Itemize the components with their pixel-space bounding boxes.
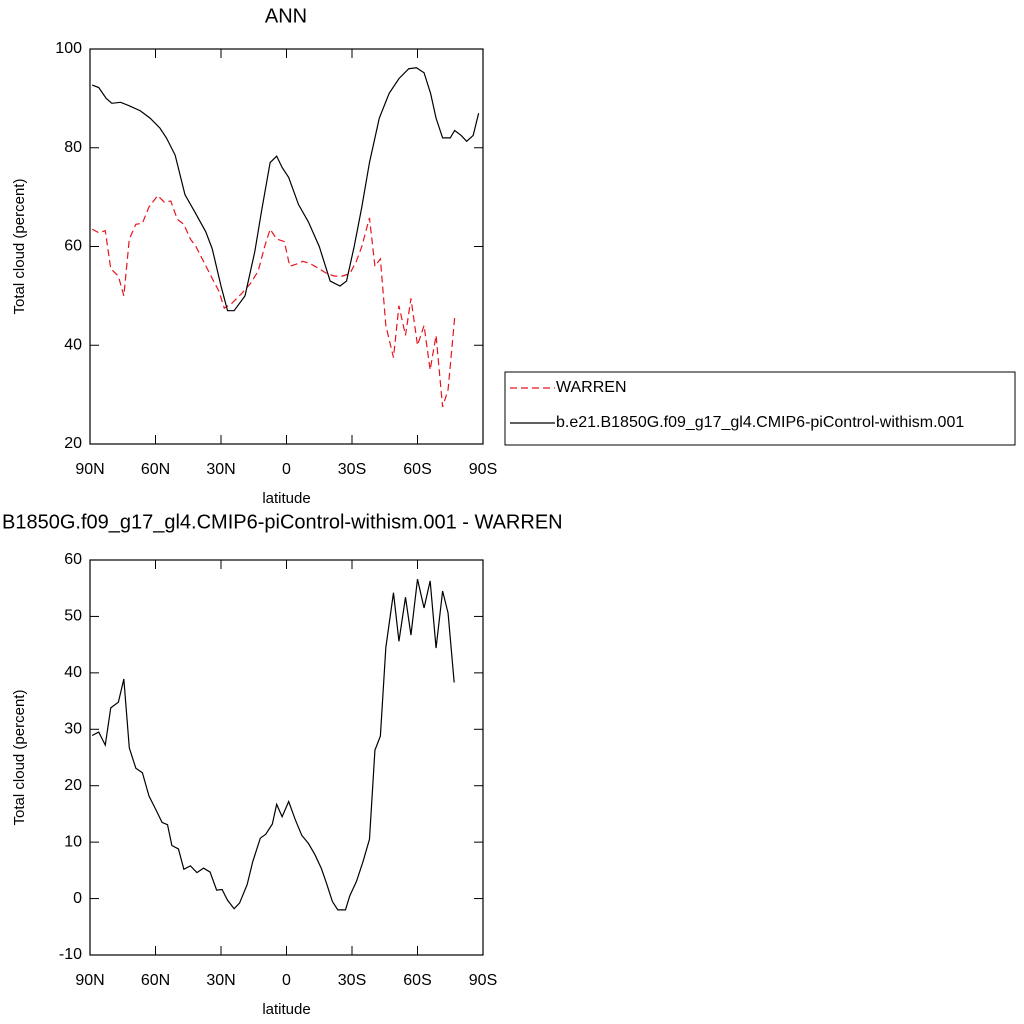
- x-tick-label: 30S: [338, 461, 366, 478]
- x-axis-label: latitude: [262, 490, 310, 507]
- x-tick-label: 60N: [141, 972, 170, 989]
- x-tick-label: 90N: [75, 461, 104, 478]
- y-axis-label: Total cloud (percent): [11, 179, 28, 315]
- chart-title: ANN: [265, 5, 307, 27]
- x-axis-label: latitude: [262, 1001, 310, 1018]
- y-tick-label: 20: [64, 777, 82, 794]
- y-tick-label: 100: [55, 40, 82, 57]
- y-tick-label: 10: [64, 833, 82, 850]
- y-tick-label: 60: [64, 551, 82, 568]
- y-tick-label: 50: [64, 608, 82, 625]
- y-tick-label: 40: [64, 336, 82, 353]
- plot-frame: [89, 48, 484, 445]
- legend-label: b.e21.B1850G.f09_g17_gl4.CMIP6-piControl…: [556, 414, 964, 431]
- x-tick-label: 30N: [206, 461, 235, 478]
- x-tick-label: 30N: [206, 972, 235, 989]
- y-tick-label: 30: [64, 721, 82, 738]
- x-tick-label: 60S: [403, 972, 431, 989]
- x-tick-label: 0: [282, 461, 291, 478]
- y-tick-label: 80: [64, 139, 82, 156]
- data-line: [91, 579, 455, 911]
- y-tick-label: 40: [64, 664, 82, 681]
- plot-frame: [89, 559, 484, 956]
- data-line: [91, 194, 456, 408]
- data-line: [91, 67, 480, 312]
- y-tick-label: 0: [73, 890, 82, 907]
- legend-label: WARREN: [556, 379, 627, 396]
- x-tick-label: 60N: [141, 461, 170, 478]
- y-tick-label: 20: [64, 435, 82, 452]
- x-tick-label: 0: [282, 972, 291, 989]
- x-tick-label: 90S: [469, 972, 497, 989]
- legend-box: [504, 371, 1016, 446]
- y-tick-label: -10: [59, 946, 82, 963]
- y-tick-label: 60: [64, 238, 82, 255]
- x-tick-label: 30S: [338, 972, 366, 989]
- x-tick-label: 90S: [469, 461, 497, 478]
- x-tick-label: 60S: [403, 461, 431, 478]
- chart-title: B1850G.f09_g17_gl4.CMIP6-piControl-withi…: [2, 511, 563, 533]
- x-tick-label: 90N: [75, 972, 104, 989]
- y-axis-label: Total cloud (percent): [11, 690, 28, 826]
